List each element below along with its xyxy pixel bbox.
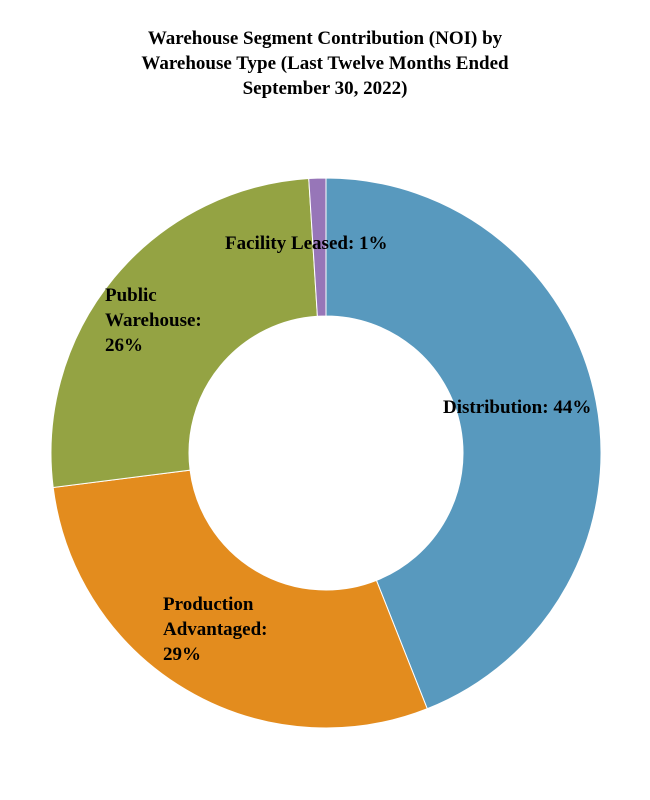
donut-slice-distribution — [325, 177, 602, 710]
slice-label-line: Warehouse: — [105, 310, 202, 331]
slice-label-line: Advantaged: — [163, 619, 268, 640]
slice-label-line: 26% — [105, 335, 143, 356]
chart-title-line: September 30, 2022) — [242, 78, 408, 99]
donut-slices — [50, 177, 602, 729]
chart-title: Warehouse Segment Contribution (NOI) by … — [75, 26, 575, 101]
donut-slice-production-advantaged — [52, 469, 428, 729]
slice-label-facility-leased: Facility Leased: 1% — [225, 233, 388, 254]
slice-labels: Distribution: 44% Production Advantaged: 29… — [105, 233, 591, 665]
slice-label-public-warehouse: Public Warehouse: 26% — [105, 285, 202, 356]
slice-label-line: Production — [163, 594, 254, 615]
chart-title-line: Warehouse Type (Last Twelve Months Ended — [141, 53, 509, 74]
slice-label-line: Distribution: 44% — [443, 397, 591, 418]
donut-slice-public-warehouse — [50, 178, 318, 489]
chart-title-line: Warehouse Segment Contribution (NOI) by — [147, 28, 503, 49]
slice-label-distribution: Distribution: 44% — [443, 397, 591, 418]
slice-label-line: Facility Leased: 1% — [225, 233, 388, 254]
slice-label-line: 29% — [163, 644, 201, 665]
slice-label-line: Public — [105, 285, 157, 306]
donut-slice-facility-leased — [308, 177, 327, 317]
slice-label-production-advantaged: Production Advantaged: 29% — [163, 594, 268, 665]
